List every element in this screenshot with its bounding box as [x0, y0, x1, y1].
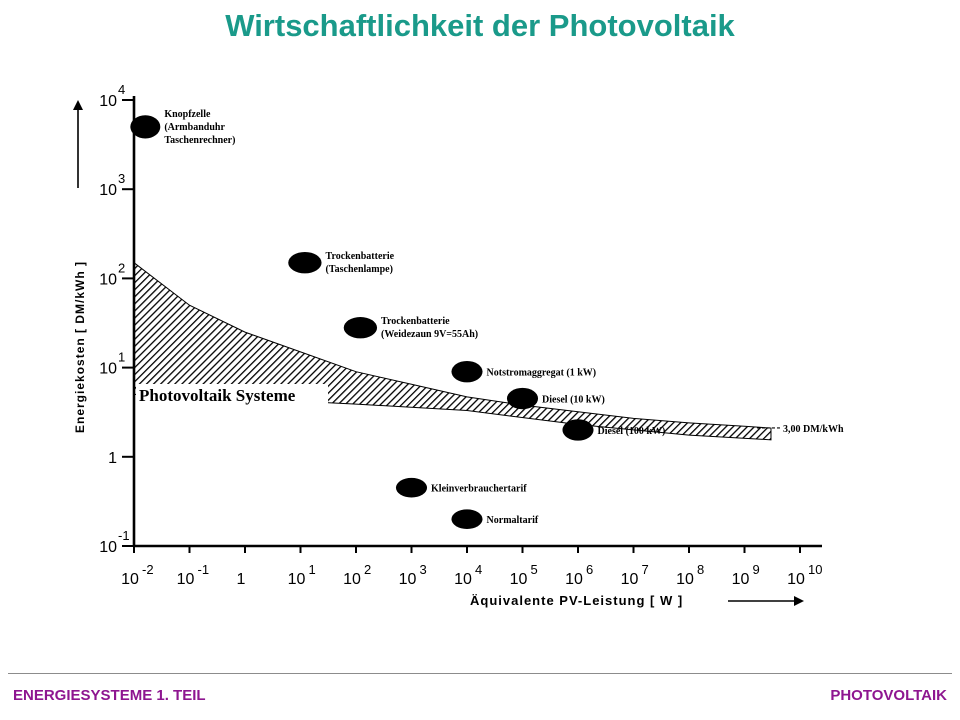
x-tick-exponent: 6	[586, 562, 593, 577]
data-point-label: (Weidezaun 9V=55Ah)	[381, 329, 478, 340]
footer-divider	[8, 673, 952, 674]
x-tick-label: 10	[454, 571, 472, 588]
x-tick-label: 10	[732, 571, 750, 588]
x-tick-exponent: 7	[642, 562, 649, 577]
data-point	[288, 251, 322, 274]
x-tick-exponent: 5	[531, 562, 538, 577]
y-axis-title-arrowhead	[73, 100, 83, 110]
y-tick-exponent: 3	[118, 171, 125, 186]
x-tick-exponent: 10	[808, 562, 822, 577]
y-axis-title: Energiekosten [ DM/kWh ]	[73, 261, 87, 433]
x-tick-exponent: 4	[475, 562, 482, 577]
pv-systems-band	[133, 261, 772, 441]
data-point	[451, 509, 483, 529]
y-tick-label: 1	[108, 450, 117, 467]
x-tick-exponent: 9	[753, 562, 760, 577]
data-point-label: Taschenrechner)	[164, 135, 235, 146]
data-point-label: Diesel (100 kW)	[598, 426, 666, 437]
y-tick-exponent: -1	[118, 528, 130, 543]
pv-band-label-group: Photovoltaik Systeme	[136, 384, 328, 406]
labels-layer: Knopfzelle (Armbanduhr Taschenrechner) Troc…	[164, 109, 665, 526]
x-axis-title: Äquivalente PV-Leistung [ W ]	[470, 593, 683, 608]
y-tick-label: 10	[99, 182, 117, 199]
x-tick-label: 10	[676, 571, 694, 588]
data-point	[395, 477, 428, 498]
data-point-label: Kleinverbrauchertarif	[431, 484, 527, 495]
x-tick-label: 10	[343, 571, 361, 588]
data-point	[451, 360, 483, 383]
axes-layer: 10-210-11 1011021031041051061071081091010…	[73, 82, 822, 608]
y-tick-label: 10	[99, 539, 117, 556]
pv-band-layer: Photovoltaik Systeme 3,00 DM/kWh	[133, 261, 844, 441]
y-tick-exponent: 2	[118, 260, 125, 275]
x-tick-exponent: 2	[364, 562, 371, 577]
x-tick-label: 10	[787, 571, 805, 588]
footer-topic-label: PHOTOVOLTAIK	[830, 687, 947, 704]
x-tick-label: 10	[510, 571, 528, 588]
y-tick-label: 10	[99, 93, 117, 110]
data-point-label: (Armbanduhr	[164, 122, 225, 133]
x-tick-exponent: 8	[697, 562, 704, 577]
x-tick-exponent: -1	[198, 562, 210, 577]
y-tick-label: 10	[99, 361, 117, 378]
data-point	[562, 419, 594, 441]
pv-band-end-label: 3,00 DM/kWh	[783, 424, 844, 435]
data-point-label: Normaltarif	[487, 515, 539, 526]
pv-band-label-box	[136, 384, 328, 406]
x-tick-label: 1	[237, 571, 246, 588]
footer-course-label: ENERGIESYSTEME 1. TEIL	[13, 687, 206, 704]
data-point-label: (Taschenlampe)	[326, 264, 393, 275]
data-point	[506, 387, 539, 410]
x-tick-label: 10	[621, 571, 639, 588]
data-point	[343, 317, 378, 339]
y-tick-exponent: 1	[118, 350, 125, 365]
data-point-label: Diesel (10 kW)	[542, 395, 605, 406]
x-tick-label: 10	[177, 571, 195, 588]
data-point-label: Trockenbatterie	[381, 316, 450, 327]
x-axis-title-arrowhead	[794, 596, 804, 606]
data-point-label: Knopfzelle	[164, 109, 211, 120]
x-tick-label: 10	[288, 571, 306, 588]
y-tick-label: 10	[99, 271, 117, 288]
data-point-label: Trockenbatterie	[326, 251, 395, 262]
x-tick-label: 10	[121, 571, 139, 588]
data-point	[130, 115, 161, 139]
x-tick-label: 10	[399, 571, 417, 588]
page-title: Wirtschaftlichkeit der Photovoltaik	[225, 8, 735, 43]
x-tick-exponent: 3	[420, 562, 427, 577]
points-layer	[130, 115, 594, 529]
data-point-label: Notstromaggregat (1 kW)	[487, 368, 597, 379]
pv-band-label: Photovoltaik Systeme	[139, 386, 296, 405]
x-tick-exponent: -2	[142, 562, 154, 577]
y-tick-exponent: 4	[118, 82, 125, 97]
x-tick-label: 10	[565, 571, 583, 588]
x-tick-exponent: 1	[309, 562, 316, 577]
